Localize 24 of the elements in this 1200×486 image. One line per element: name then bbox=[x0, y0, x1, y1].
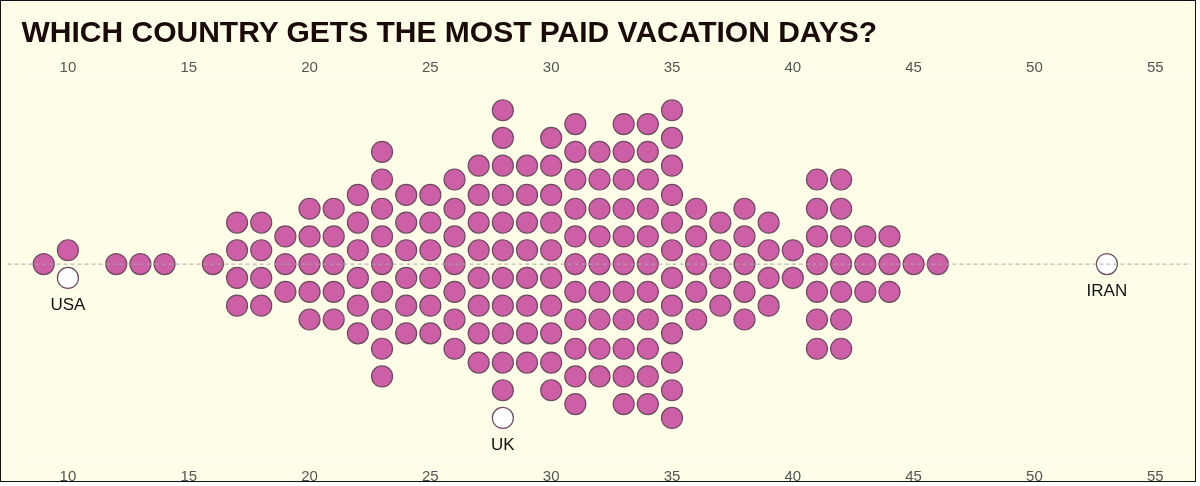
x-tick-label: 45 bbox=[905, 57, 922, 75]
x2-tick-label: 50 bbox=[1026, 466, 1043, 484]
x-tick-label: 35 bbox=[663, 57, 681, 75]
x2-tick-label: 30 bbox=[542, 466, 560, 484]
x2-tick-label: 25 bbox=[422, 466, 439, 484]
x-tick-label: 20 bbox=[301, 57, 318, 75]
x-tick-label: 40 bbox=[784, 57, 802, 75]
x2-tick-label: 20 bbox=[301, 466, 318, 484]
x2-tick-label: 40 bbox=[784, 466, 802, 484]
x2-tick-label: 45 bbox=[905, 466, 922, 484]
chart-title: WHICH COUNTRY GETS THE MOST PAID VACATION DAYS? bbox=[21, 14, 878, 48]
annotation: UK bbox=[491, 434, 516, 454]
x-tick-label: 15 bbox=[180, 57, 198, 75]
x-tick-label: 10 bbox=[59, 57, 77, 75]
x2-tick-label: 10 bbox=[59, 466, 77, 484]
annotation: USA bbox=[50, 294, 87, 314]
x-tick-label: 25 bbox=[422, 57, 439, 75]
annotation: IRAN bbox=[1086, 281, 1128, 301]
x-tick-label: 55 bbox=[1146, 57, 1164, 75]
x2-tick-label: 35 bbox=[663, 466, 681, 484]
x2-tick-label: 15 bbox=[180, 466, 198, 484]
x-tick-label: 30 bbox=[542, 57, 560, 75]
x2-tick-label: 55 bbox=[1146, 466, 1164, 484]
x-tick-label: 50 bbox=[1026, 57, 1043, 75]
